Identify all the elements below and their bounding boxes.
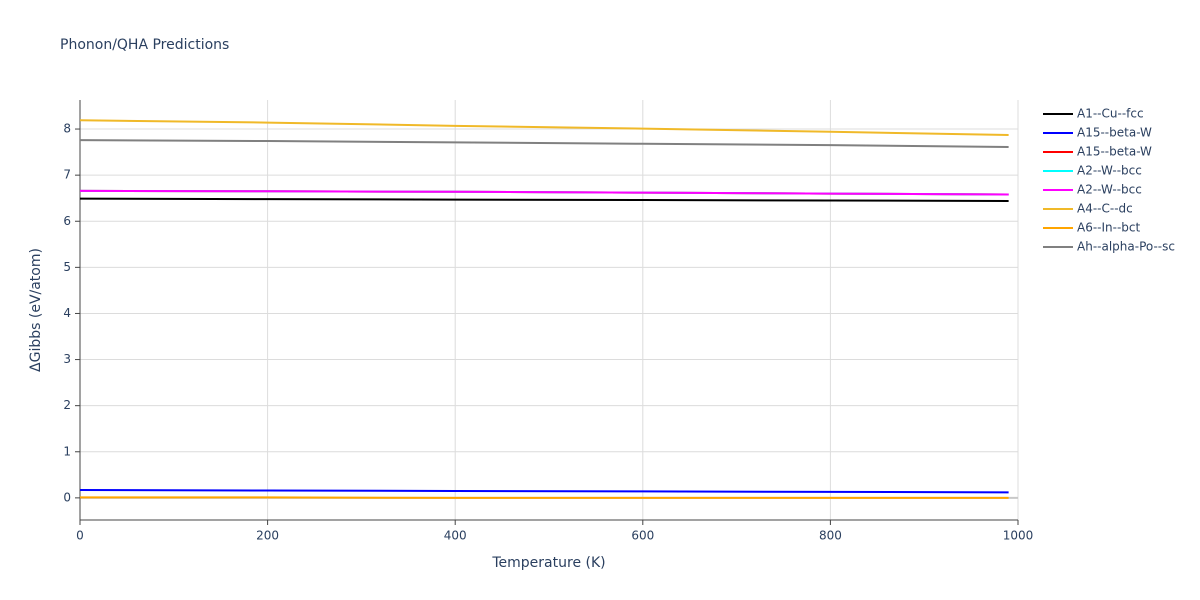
series-line [79, 139, 1009, 149]
y-tick-label: 6 [63, 214, 71, 228]
legend-label: A4--C--dc [1077, 202, 1133, 216]
y-tick-label: 8 [63, 122, 71, 136]
x-axis-title: Temperature (K) [491, 555, 605, 571]
y-tick-label: 7 [63, 168, 71, 182]
series-line [79, 189, 1009, 196]
y-tick-label: 0 [63, 490, 71, 504]
legend-label: A2--W--bcc [1077, 183, 1142, 197]
y-tick-label: 2 [63, 398, 71, 412]
legend-label: A2--W--bcc [1077, 164, 1142, 178]
y-tick-label: 1 [63, 444, 71, 458]
x-tick-label: 800 [819, 529, 842, 543]
y-axis-title: ΔGibbs (eV/atom) [28, 248, 44, 372]
x-tick-label: 0 [76, 529, 84, 543]
x-tick-label: 1000 [1003, 529, 1034, 543]
y-tick-label: 3 [63, 352, 71, 366]
legend-label: A6--In--bct [1077, 221, 1141, 235]
y-tick-label: 5 [63, 260, 71, 274]
legend-label: A1--Cu--fcc [1077, 107, 1144, 121]
legend-label: Ah--alpha-Po--sc [1077, 240, 1175, 254]
x-tick-label: 600 [631, 529, 654, 543]
series-line [79, 197, 1009, 202]
x-tick-label: 400 [444, 529, 467, 543]
chart-title: Phonon/QHA Predictions [60, 37, 229, 53]
y-tick-label: 4 [63, 306, 71, 320]
series-line [79, 489, 1009, 494]
series-line [79, 119, 1009, 137]
legend-label: A15--beta-W [1077, 145, 1152, 159]
legend-label: A15--beta-W [1077, 126, 1152, 140]
x-tick-label: 200 [256, 529, 279, 543]
